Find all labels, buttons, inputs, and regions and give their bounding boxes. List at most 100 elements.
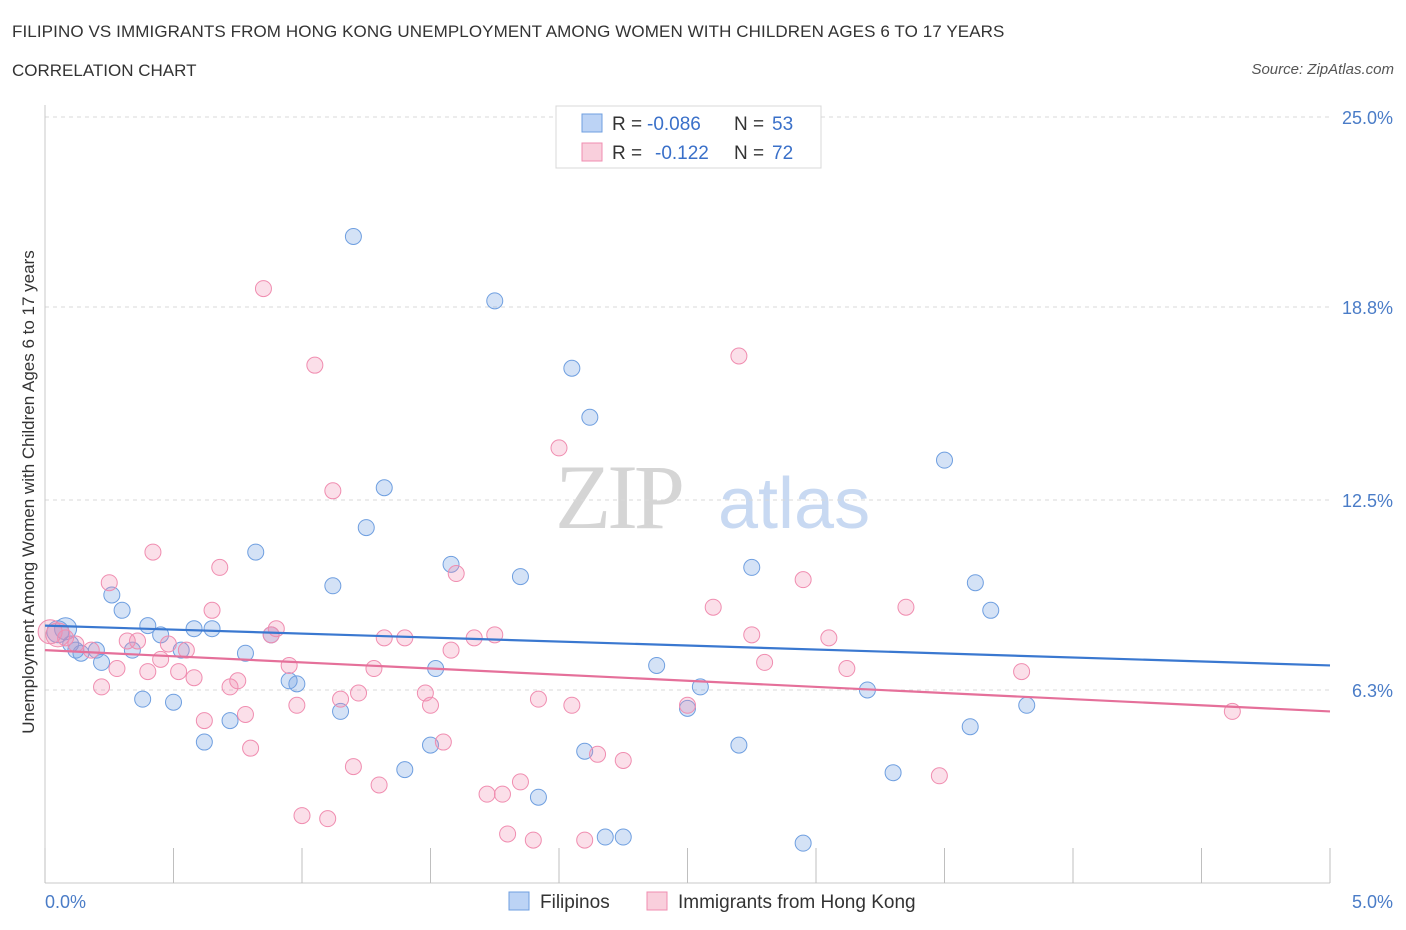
legend-n-label-2: N = xyxy=(734,143,764,164)
filipinos-point xyxy=(422,736,439,754)
bottom-legend-label-hongkong: Immigrants from Hong Kong xyxy=(678,892,916,913)
hongkong-point xyxy=(144,543,162,561)
hongkong-point xyxy=(930,767,948,785)
trend-lines xyxy=(44,624,1331,713)
x-tick-label-min: 0.0% xyxy=(45,892,86,912)
hongkong-point xyxy=(229,672,247,690)
hongkong-point xyxy=(211,558,229,576)
filipinos-point xyxy=(165,693,182,711)
hongkong-point xyxy=(177,641,195,659)
filipinos-point xyxy=(982,601,1000,619)
gridlines xyxy=(45,116,1330,691)
hongkong-points xyxy=(37,280,1241,849)
bottom-legend-swatch-hongkong xyxy=(646,891,668,911)
hongkong-point xyxy=(152,650,170,668)
hongkong-point xyxy=(93,678,111,696)
legend-swatch-hongkong xyxy=(581,142,603,162)
filipinos-point xyxy=(1018,696,1036,714)
hongkong-point xyxy=(897,598,915,616)
legend-swatch-filipinos xyxy=(581,113,603,133)
hongkong-point xyxy=(108,660,126,678)
hongkong-point xyxy=(447,565,465,583)
filipinos-point xyxy=(936,451,953,469)
hongkong-point xyxy=(57,629,75,647)
hongkong-point xyxy=(478,785,496,803)
legend-n-label-1: N = xyxy=(734,114,764,135)
filipinos-point xyxy=(529,788,547,806)
hongkong-point xyxy=(293,807,311,825)
filipinos-point xyxy=(614,828,632,846)
watermark-zip: ZIP xyxy=(555,446,682,548)
hongkong-point xyxy=(350,684,368,702)
filipinos-point xyxy=(134,690,152,708)
hongkong-point xyxy=(589,745,607,763)
hongkong-point xyxy=(838,660,856,678)
y-tick-label: 6.3% xyxy=(1352,681,1393,701)
watermark-atlas: atlas xyxy=(718,464,870,544)
hongkong-point xyxy=(1013,663,1031,681)
hongkong-point xyxy=(170,663,188,681)
y-tick-label: 25.0% xyxy=(1342,108,1393,128)
hongkong-point xyxy=(185,669,203,687)
hongkong-point xyxy=(67,635,85,653)
filipinos-point xyxy=(576,742,594,760)
hongkong-point xyxy=(319,810,337,828)
filipinos-point xyxy=(375,479,393,497)
hongkong-point xyxy=(254,280,272,298)
filipinos-point xyxy=(596,828,614,846)
filipinos-point xyxy=(648,656,666,674)
hongkong-point xyxy=(159,635,177,653)
filipinos-point xyxy=(221,712,239,730)
hongkong-point xyxy=(280,656,298,674)
filipinos-point xyxy=(511,568,529,586)
hongkong-point xyxy=(442,641,460,659)
chart-title: FILIPINO VS IMMIGRANTS FROM HONG KONG UN… xyxy=(12,22,1005,41)
hongkong-point xyxy=(332,690,350,708)
legend-n-value-2: 72 xyxy=(772,143,793,164)
filipinos-point xyxy=(581,408,599,426)
filipinos-point xyxy=(288,675,306,693)
hongkong-point xyxy=(493,785,511,803)
hongkong-point xyxy=(576,831,594,849)
hongkong-point xyxy=(614,751,632,769)
filipinos-point xyxy=(442,555,460,573)
hongkong-point xyxy=(118,632,136,650)
bottom-legend-swatch-filipinos xyxy=(508,891,530,911)
hongkong-point xyxy=(730,347,748,365)
filipinos-point xyxy=(185,620,203,638)
axes: 6.3% 12.5% 18.8% 25.0% 0.0% 5.0% xyxy=(44,105,1393,912)
hongkong-point xyxy=(511,773,529,791)
hongkong-point xyxy=(288,696,306,714)
hongkong-point xyxy=(365,660,383,678)
hongkong-point xyxy=(524,831,542,849)
legend-r-value-2: -0.122 xyxy=(655,143,709,164)
chart-subtitle: CORRELATION CHART xyxy=(12,61,197,80)
filipinos-point xyxy=(195,733,213,751)
source-label: Source: ZipAtlas.com xyxy=(1251,61,1394,78)
hongkong-point xyxy=(344,758,362,776)
hongkong-point xyxy=(529,690,547,708)
filipinos-point xyxy=(961,718,979,736)
filipinos-point xyxy=(332,702,350,720)
hongkong-point xyxy=(375,629,393,647)
filipinos-point xyxy=(486,292,504,310)
x-tick-label-max: 5.0% xyxy=(1352,892,1393,912)
filipinos-point xyxy=(113,601,131,619)
hongkong-point xyxy=(370,776,388,794)
y-tick-label: 18.8% xyxy=(1342,298,1393,318)
hongkong-point xyxy=(306,356,324,374)
hongkong-point xyxy=(794,571,812,589)
filipinos-point xyxy=(344,227,362,245)
filipinos-point xyxy=(357,519,375,537)
hongkong-point xyxy=(743,626,761,644)
filipinos-point xyxy=(236,644,254,662)
filipinos-point xyxy=(203,620,221,638)
hongkong-point xyxy=(195,712,213,730)
filipinos-point xyxy=(966,574,984,592)
bottom-legend: Filipinos Immigrants from Hong Kong xyxy=(508,891,916,913)
hongkong-point xyxy=(422,696,439,714)
hongkong-trend-line xyxy=(44,649,1331,713)
hongkong-point xyxy=(704,598,722,616)
filipinos-point xyxy=(743,558,761,576)
hongkong-point xyxy=(679,696,696,714)
